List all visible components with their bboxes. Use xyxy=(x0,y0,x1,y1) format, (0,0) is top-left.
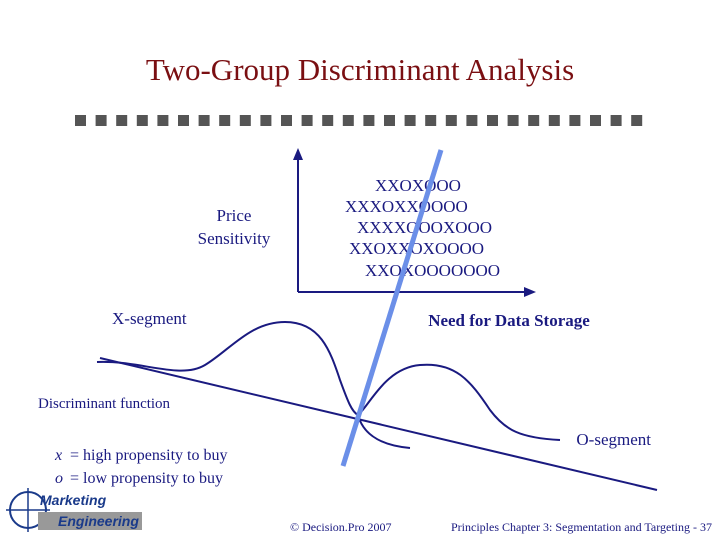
logo-text: Marketing xyxy=(40,492,107,508)
divider xyxy=(75,115,643,126)
points-row: XXXXOOOXOOO xyxy=(357,218,492,237)
divider-dot xyxy=(281,115,292,126)
divider-dot xyxy=(548,115,560,126)
legend-symbol: x xyxy=(54,447,62,464)
divider-dot xyxy=(116,115,128,126)
divider-dot xyxy=(528,115,540,126)
divider-dot xyxy=(590,115,601,126)
logo: Marketing Engineering xyxy=(6,488,142,532)
divider-dot xyxy=(425,115,437,126)
separating-line xyxy=(340,149,444,467)
divider-dot xyxy=(363,115,375,126)
logo-bar xyxy=(38,512,142,530)
divider-dot xyxy=(322,115,334,126)
divider-dot xyxy=(301,115,313,126)
logo-text: Engineering xyxy=(58,513,139,529)
discriminant-label: Discriminant function xyxy=(38,396,171,412)
divider-dot xyxy=(260,115,272,126)
divider-dot xyxy=(219,115,231,126)
y-axis-label: Price xyxy=(217,206,252,225)
divider-dot xyxy=(631,115,643,126)
divider-dot xyxy=(95,115,107,126)
title: Two-Group Discriminant Analysis xyxy=(146,52,574,87)
x-distribution xyxy=(96,320,359,416)
page-footer: Principles Chapter 3: Segmentation and T… xyxy=(451,520,712,534)
legend-text: = high propensity to buy xyxy=(70,447,227,464)
x-segment-label: X-segment xyxy=(112,309,187,328)
divider-dot xyxy=(569,115,581,126)
divider-dot xyxy=(178,115,189,126)
points-row: XXOXOOO xyxy=(375,176,461,195)
o-segment-label: O-segment xyxy=(576,430,651,449)
divider-dot xyxy=(198,115,210,126)
points-row: XXOXOOOOOOO xyxy=(365,261,500,280)
points-row: XXOXXOXOOOO xyxy=(349,239,484,258)
divider-dot xyxy=(487,115,498,126)
legend-text: = low propensity to buy xyxy=(70,470,223,487)
divider-dot xyxy=(404,115,416,126)
legend-symbol: o xyxy=(55,470,63,487)
discriminant-line xyxy=(99,357,658,491)
divider-dot xyxy=(75,115,86,126)
divider-dot xyxy=(136,115,148,126)
divider-dot xyxy=(466,115,478,126)
divider-dot xyxy=(507,115,519,126)
copyright: © Decision.Pro 2007 xyxy=(290,520,391,534)
x-arrow xyxy=(524,287,536,297)
points-row: XXXOXXOOOO xyxy=(345,197,468,216)
divider-dot xyxy=(384,115,395,126)
divider-dot xyxy=(445,115,457,126)
y-arrow xyxy=(293,148,303,160)
divider-dot xyxy=(239,115,251,126)
divider-dot xyxy=(342,115,354,126)
y-axis-label: Sensitivity xyxy=(198,229,271,248)
divider-dot xyxy=(610,115,622,126)
divider-dot xyxy=(157,115,169,126)
o-distribution xyxy=(357,363,561,441)
x-axis-label: Need for Data Storage xyxy=(428,311,590,330)
